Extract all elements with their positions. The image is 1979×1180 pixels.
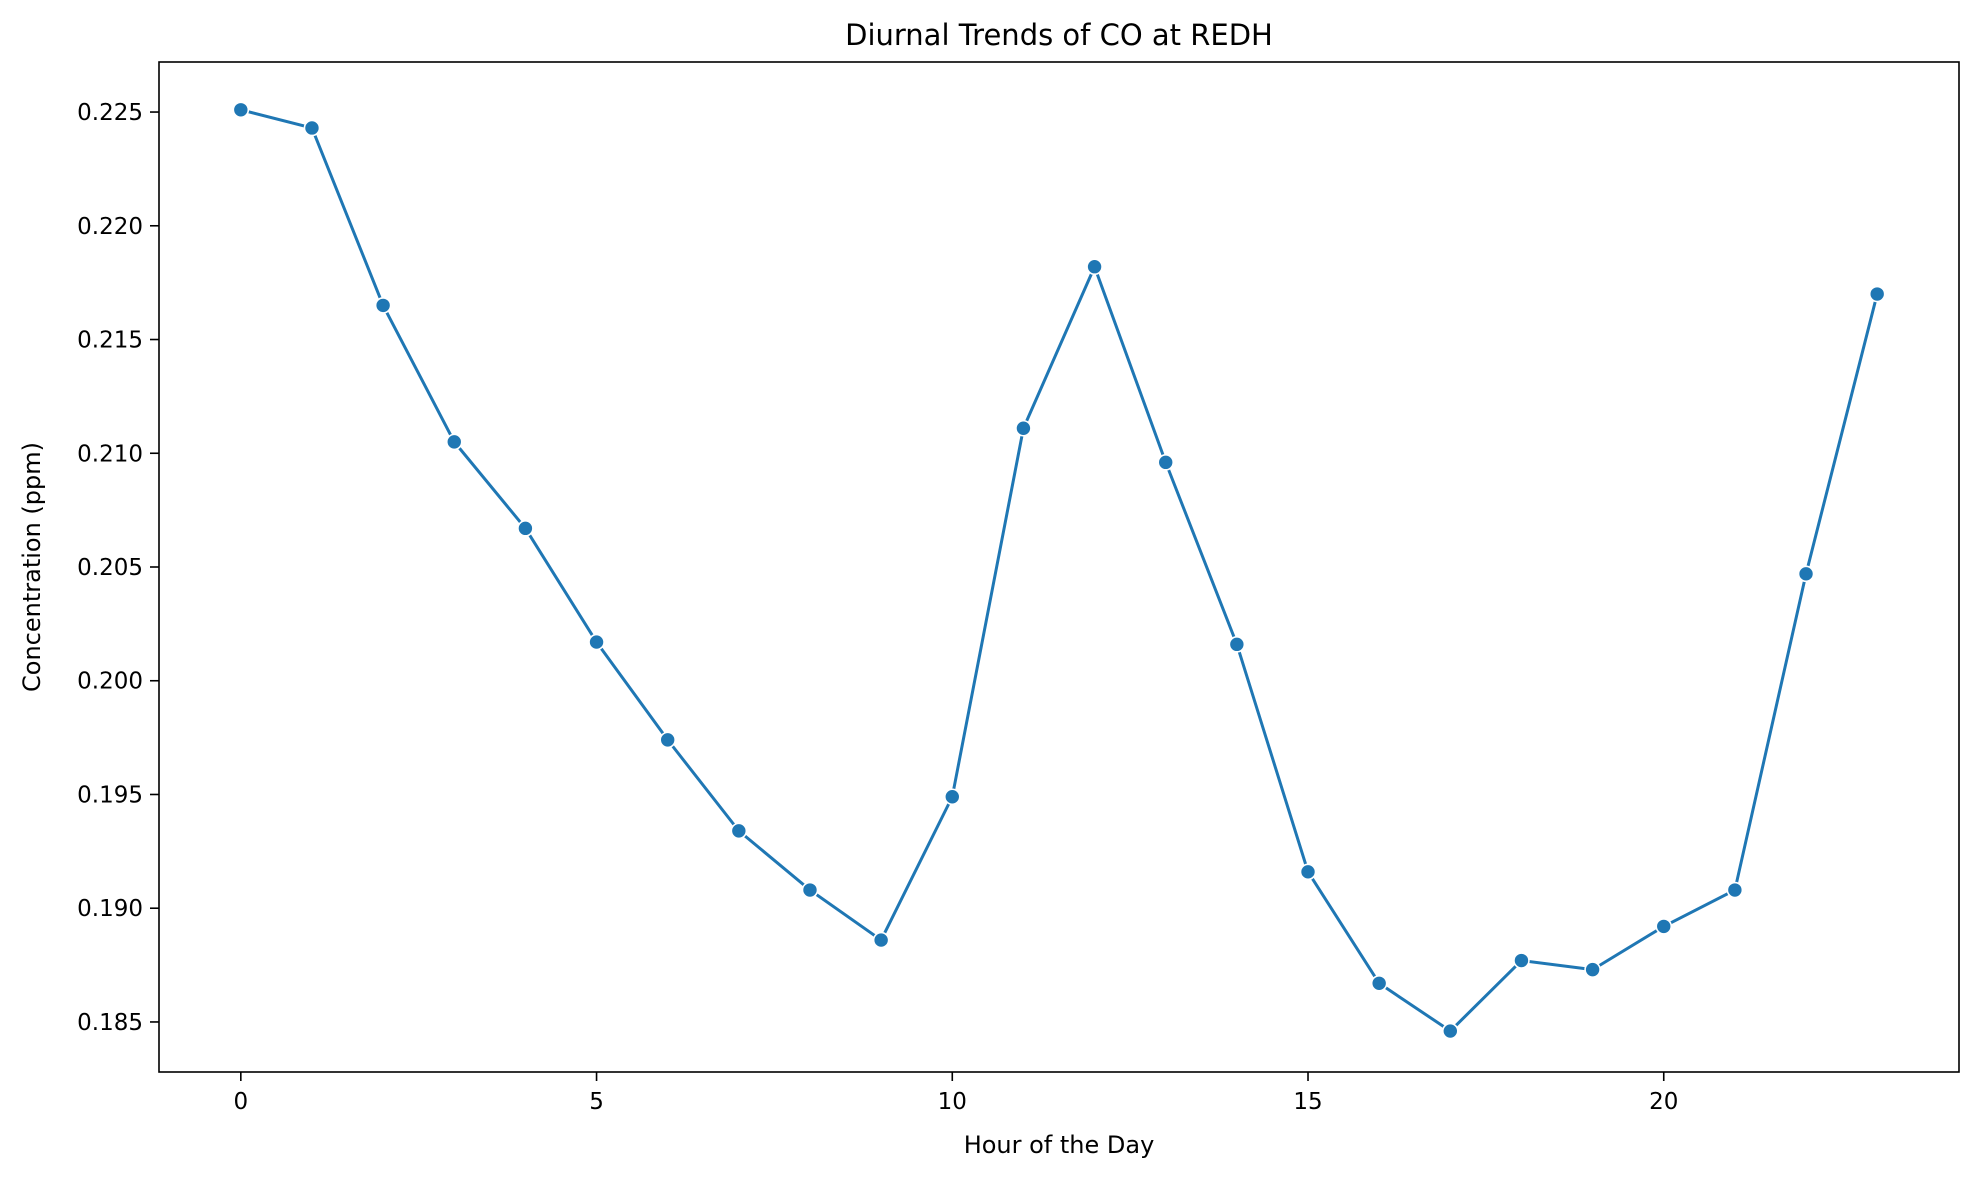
series-line bbox=[240, 108, 1879, 1033]
axes: 0 5 10 15 20 0.185 0.190 0.195 0.200 0.205 0.210 0.… bbox=[77, 100, 1678, 1115]
y-tick-label: 0.225 bbox=[77, 100, 143, 126]
y-tick-label: 0.185 bbox=[77, 1010, 143, 1036]
data-point bbox=[1797, 565, 1815, 583]
x-tick-label: 15 bbox=[1293, 1089, 1322, 1115]
data-point bbox=[588, 633, 605, 651]
data-point bbox=[1157, 454, 1175, 471]
data-point bbox=[517, 520, 534, 537]
x-tick-label: 0 bbox=[233, 1089, 248, 1115]
data-point bbox=[730, 822, 748, 840]
data-point bbox=[872, 931, 890, 949]
data-point bbox=[232, 101, 250, 119]
data-point bbox=[374, 297, 392, 314]
y-axis-label: Concentration (ppm) bbox=[18, 442, 46, 692]
data-point bbox=[1513, 952, 1530, 969]
y-tick-label: 0.200 bbox=[77, 669, 143, 695]
x-tick-label: 5 bbox=[589, 1089, 604, 1115]
data-point bbox=[1086, 258, 1103, 276]
y-tick-label: 0.205 bbox=[77, 555, 143, 581]
data-point bbox=[1228, 636, 1246, 653]
plot-area bbox=[232, 101, 1886, 1040]
y-tick-label: 0.190 bbox=[77, 896, 143, 922]
data-point bbox=[1868, 285, 1886, 303]
y-tick-label: 0.210 bbox=[77, 441, 143, 467]
data-point bbox=[1726, 881, 1744, 899]
data-point bbox=[1442, 1022, 1459, 1040]
data-point bbox=[445, 433, 463, 451]
chart-title: Diurnal Trends of CO at REDH bbox=[845, 18, 1273, 52]
data-point bbox=[1370, 974, 1388, 992]
data-point bbox=[659, 731, 676, 749]
plot-frame bbox=[158, 61, 1960, 1073]
data-point bbox=[1655, 918, 1673, 935]
data-point bbox=[303, 119, 321, 137]
data-point bbox=[943, 788, 961, 806]
x-axis-label: Hour of the Day bbox=[964, 1131, 1155, 1159]
y-tick-label: 0.195 bbox=[77, 782, 143, 808]
y-tick-label: 0.215 bbox=[77, 328, 143, 354]
data-point bbox=[1299, 863, 1317, 881]
y-tick-label: 0.220 bbox=[77, 214, 143, 240]
x-tick-label: 20 bbox=[1649, 1089, 1678, 1115]
data-point bbox=[1015, 419, 1032, 437]
data-point bbox=[801, 881, 819, 899]
x-tick-label: 10 bbox=[938, 1089, 967, 1115]
data-point bbox=[1584, 961, 1601, 978]
